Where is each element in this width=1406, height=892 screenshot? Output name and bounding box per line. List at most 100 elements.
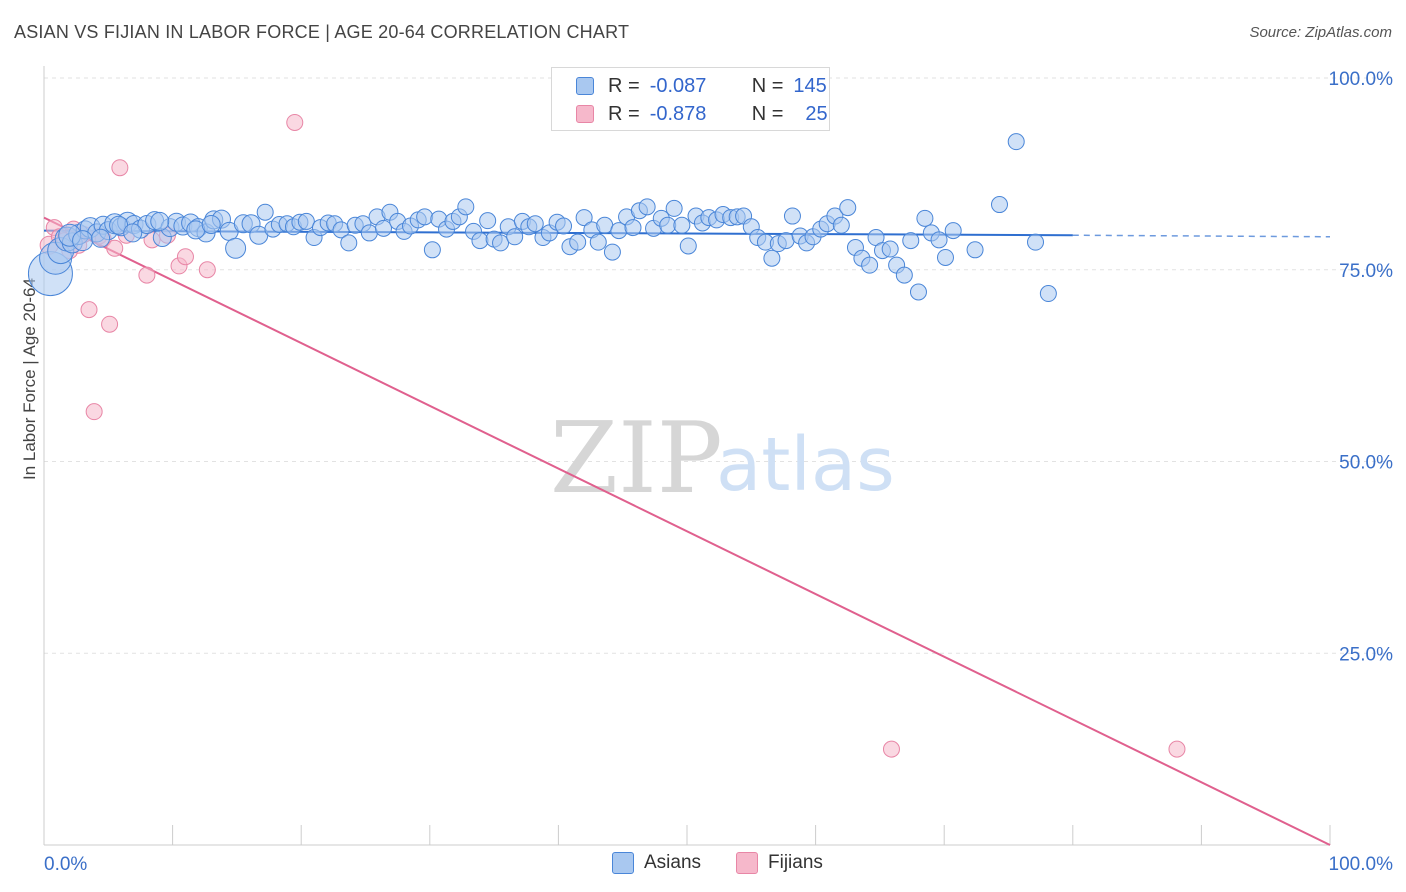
legend-r-value: -0.087 (649, 74, 707, 97)
watermark-atlas: atlas (716, 422, 895, 508)
legend-r-label: R = (608, 102, 640, 125)
correlation-legend: R = -0.087 N = 145 R = -0.878 N = 25 (551, 67, 830, 131)
asian-point (944, 222, 962, 240)
legend-item-fijians[interactable]: Fijians (736, 852, 823, 874)
asian-point (297, 212, 315, 230)
asian-point (589, 233, 607, 251)
watermark: ZIP atlas (550, 402, 895, 516)
asian-point (966, 241, 984, 259)
legend-r-value: -0.878 (649, 102, 707, 125)
tick-labels: 100.0% 75.0% 50.0% 25.0% 0.0% 100.0% (44, 69, 1393, 875)
asian-point (1027, 233, 1045, 251)
asian-point (1007, 133, 1025, 151)
x-tick-label: 0.0% (44, 854, 87, 875)
fijian-point (882, 740, 900, 758)
fijian-trend-line (43, 216, 1331, 846)
asian-point (256, 203, 274, 221)
fijian-point (198, 261, 216, 279)
y-tick-label: 25.0% (1339, 644, 1393, 665)
asian-point (201, 214, 221, 234)
asian-point (638, 198, 656, 216)
legend-row-fijians: R = -0.878 N = 25 (576, 102, 828, 126)
fijian-point (1168, 740, 1186, 758)
fijians-legend-swatch (736, 852, 758, 874)
asian-point (375, 219, 393, 237)
asian-point (916, 209, 934, 227)
legend-n-value: 25 (805, 102, 828, 125)
fijian-point (138, 266, 156, 284)
asian-point (832, 216, 850, 234)
y-tick-label: 100.0% (1329, 69, 1394, 90)
asian-point (1039, 285, 1057, 303)
legend-n-label: N = (751, 102, 784, 125)
asian-point (881, 240, 899, 258)
asian-point (555, 217, 573, 235)
fijians-swatch (576, 105, 594, 123)
fijians-legend-label: Fijians (768, 852, 823, 873)
legend-r-label: R = (608, 74, 640, 97)
y-tick-label: 75.0% (1339, 261, 1393, 282)
legend-item-asians[interactable]: Asians (612, 852, 701, 874)
asian-point (861, 256, 879, 274)
asian-point (123, 223, 143, 243)
trend-lines (43, 216, 1331, 846)
asian-point (416, 208, 434, 226)
chart-title: ASIAN VS FIJIAN IN LABOR FORCE | AGE 20-… (14, 22, 630, 42)
axes (43, 66, 1331, 846)
asian-point (659, 216, 677, 234)
fijian-point (101, 315, 119, 333)
asian-point (596, 216, 614, 234)
legend-n-value: 145 (793, 74, 827, 97)
watermark-zip: ZIP (550, 402, 723, 516)
series-legend: Asians Fijians (0, 852, 1406, 876)
legend-n-label: N = (751, 74, 784, 97)
asians-legend-label: Asians (644, 852, 702, 873)
asian-point (909, 283, 927, 301)
asian-point (506, 228, 524, 246)
asian-point (492, 234, 510, 252)
x-tick-label: 100.0% (1329, 854, 1394, 875)
fijian-point (111, 159, 129, 177)
asian-point (225, 237, 247, 259)
asian-point (526, 215, 544, 233)
asian-point (457, 198, 475, 216)
fijian-point (176, 248, 194, 266)
asian-point (624, 219, 642, 237)
legend-row-asians: R = -0.087 N = 145 (576, 74, 827, 98)
asian-point (930, 231, 948, 249)
grid-lines (44, 77, 1392, 654)
asian-point (360, 224, 378, 242)
asian-point (895, 266, 913, 284)
asian-point (423, 241, 441, 259)
asian-point (777, 232, 795, 250)
asian-trend-extension (1072, 234, 1331, 238)
asian-point (990, 196, 1008, 214)
fijian-point (106, 239, 124, 257)
asian-point (679, 237, 697, 255)
fijian-point (85, 403, 103, 421)
fijian-point (80, 301, 98, 319)
asian-point (479, 212, 497, 230)
asian-points (27, 133, 1057, 303)
asian-point (91, 228, 111, 248)
asian-point (340, 234, 358, 252)
asian-point (471, 232, 489, 250)
asian-point (575, 209, 593, 227)
asian-point (150, 211, 170, 231)
asian-point (902, 232, 920, 250)
asian-point (936, 248, 954, 266)
asian-point (839, 199, 857, 217)
asian-point (72, 230, 94, 252)
asian-point (603, 243, 621, 261)
asian-point (673, 216, 691, 234)
source-label: Source: ZipAtlas.com (1249, 24, 1392, 41)
asian-point (763, 249, 781, 267)
asians-swatch (576, 77, 594, 95)
asian-point (665, 199, 683, 217)
fijian-point (286, 113, 304, 131)
asians-legend-swatch (612, 852, 634, 874)
asian-point (783, 207, 801, 225)
asian-point (569, 233, 587, 251)
y-tick-label: 50.0% (1339, 453, 1393, 474)
